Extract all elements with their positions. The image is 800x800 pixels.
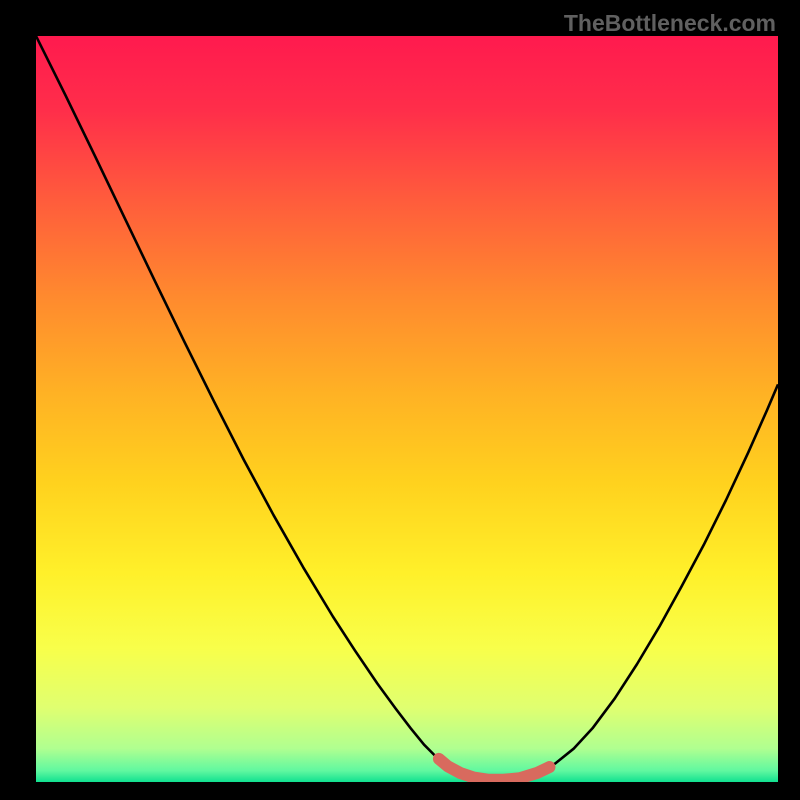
bottleneck-curve <box>36 36 778 780</box>
watermark-text: TheBottleneck.com <box>564 10 776 37</box>
plot-area <box>36 36 778 782</box>
optimal-range-highlight <box>439 759 550 780</box>
chart-container: TheBottleneck.com <box>0 0 800 800</box>
curve-layer <box>36 36 778 782</box>
